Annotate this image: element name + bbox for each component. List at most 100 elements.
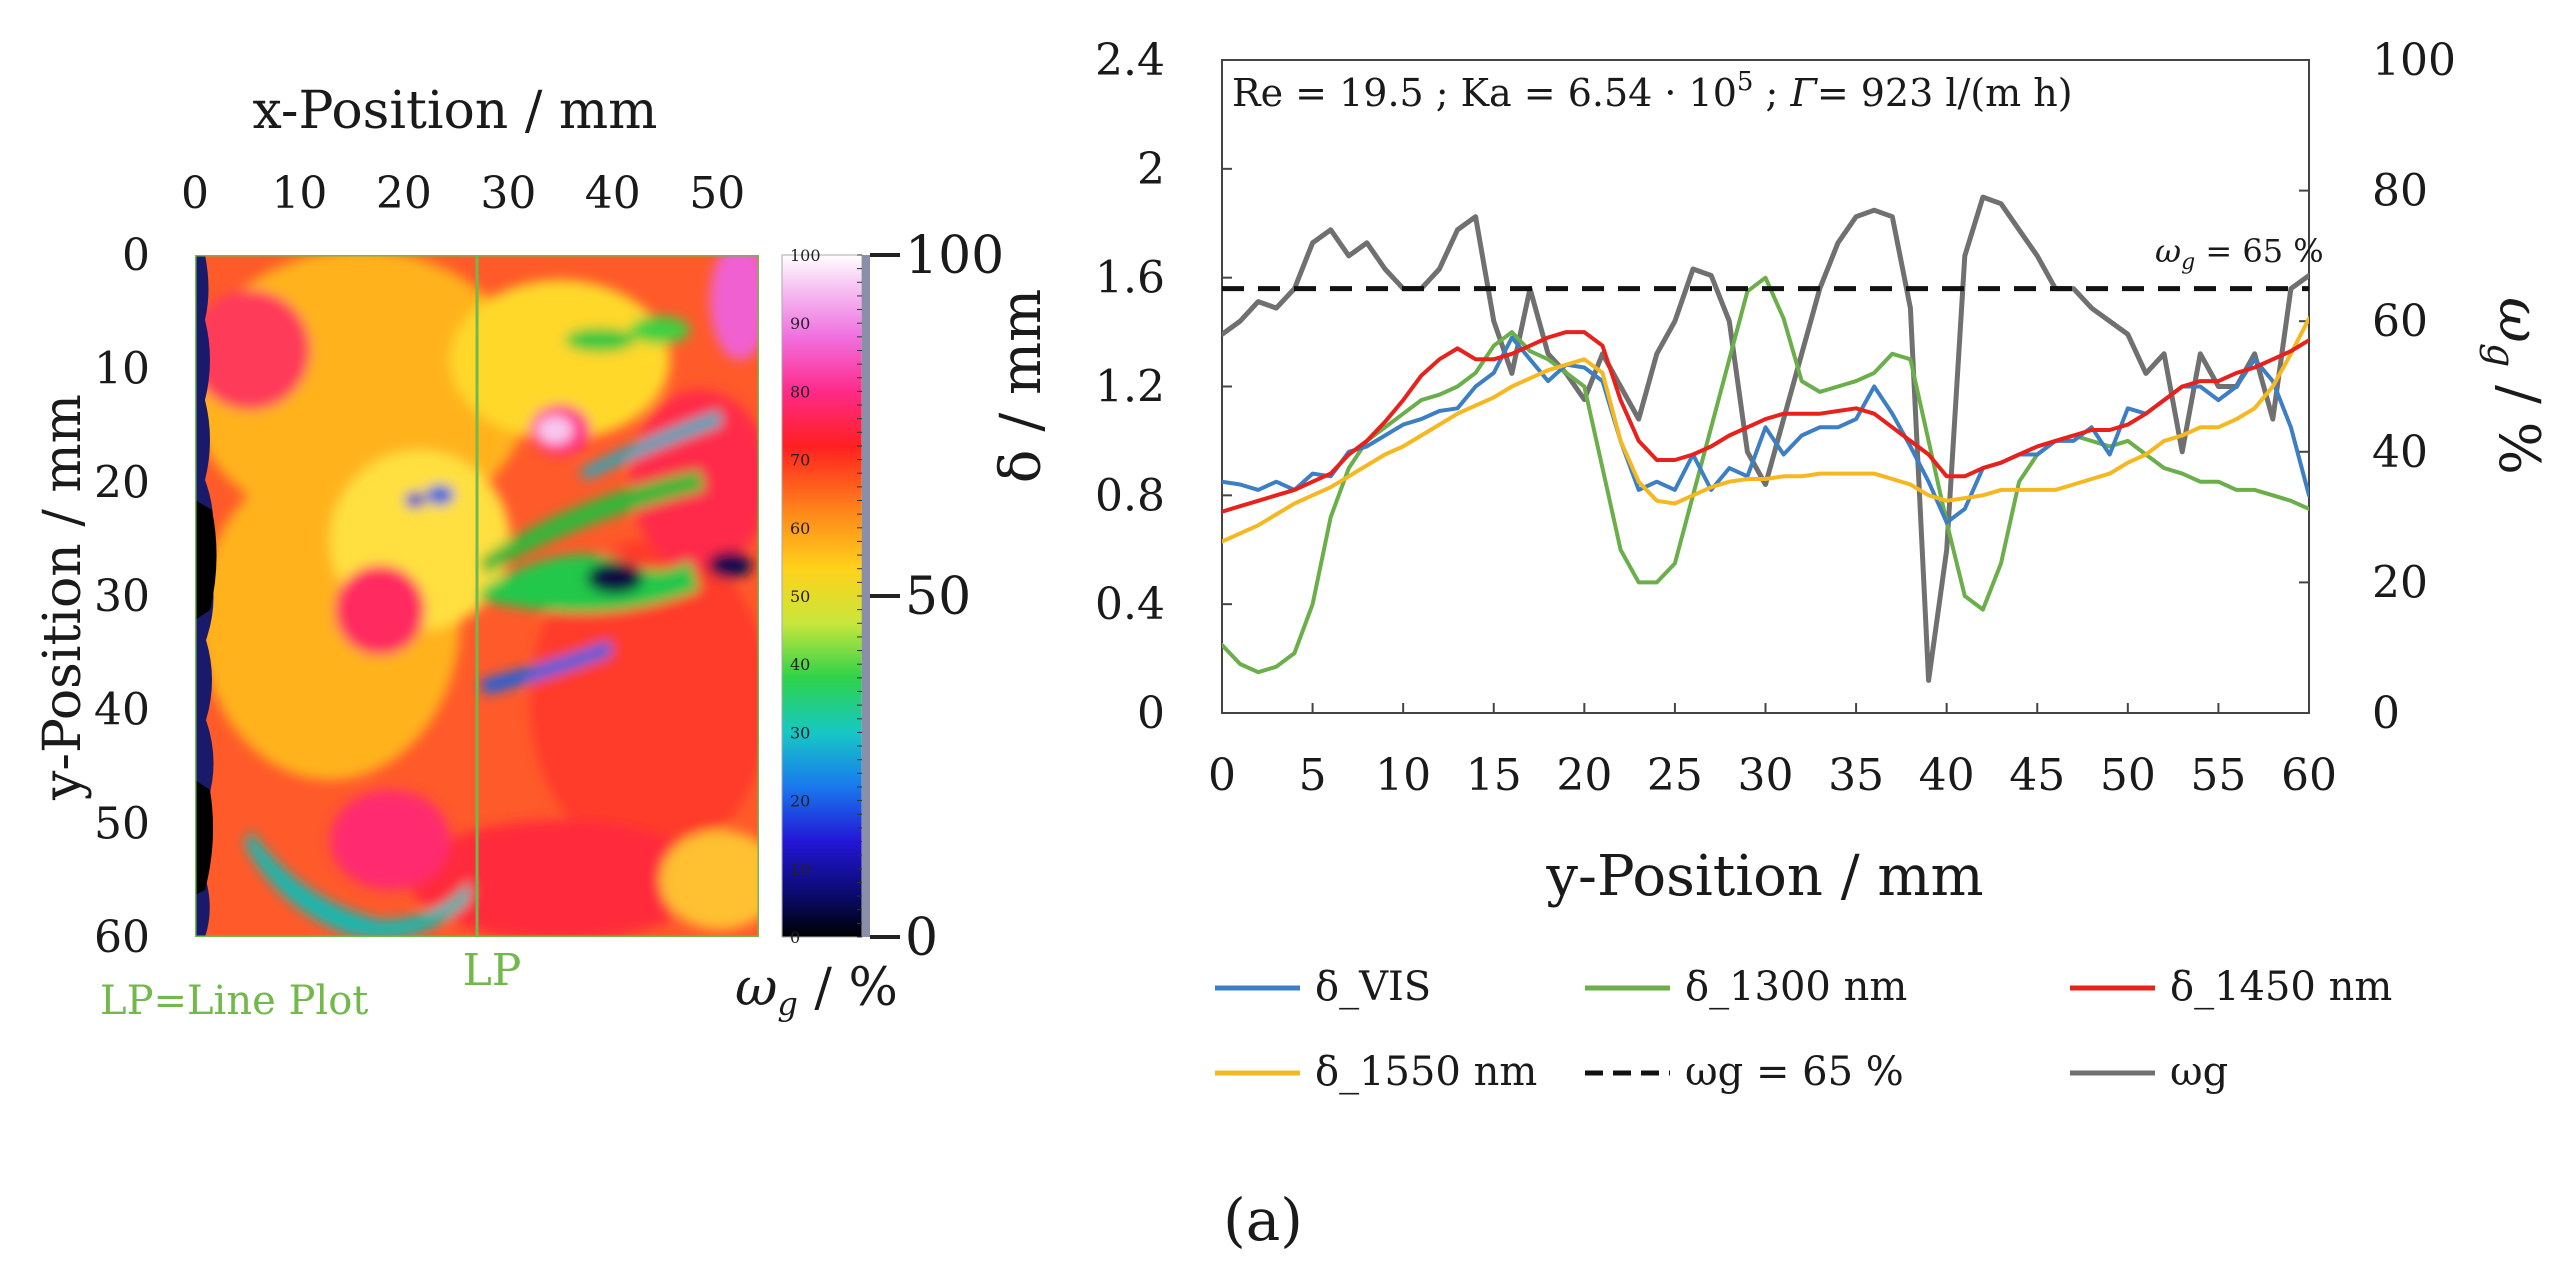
heatmap-y-ticks: 0 10 20 30 40 50 60 [94,230,150,963]
chart-x-tick: 10 [1375,750,1431,801]
heatmap-y-axis-title: y-Position / mm [33,394,93,801]
annotation-exponent: 5 [1737,67,1754,97]
annotation-sep: ; [1753,71,1790,115]
heatmap-x-tick: 30 [480,168,536,219]
legend-label-nm1550: δ_1550 nm [1315,1049,1537,1095]
y-right-unit: / % [2486,367,2551,475]
threshold-symbol: ω [2155,232,2181,270]
chart-x-tick: 25 [1647,750,1703,801]
chart-y-right-tick: 80 [2372,166,2428,217]
colorbar-small-tick: 70 [790,451,810,470]
colorbar-title-symbol: ω [735,958,777,1018]
chart-y-right-ticks: 0 20 40 60 80 100 [2299,35,2456,739]
chart-y-right-tick: 40 [2372,427,2428,478]
chart-x-tick: 50 [2100,750,2156,801]
colorbar-title-unit: / % [798,958,898,1018]
chart-x-tick: 55 [2190,750,2246,801]
heatmap-y-tick: 30 [94,571,150,622]
heatmap-y-tick: 60 [94,912,150,963]
colorbar-big-ticks: 100 50 0 [870,226,1004,968]
series-line-nm1300 [1222,275,2309,675]
chart-y-right-title: ωg / % [2479,297,2551,475]
chart-y-left-tick: 1.6 [1095,253,1165,304]
chart-y-left-tick: 0 [1137,688,1165,739]
chart-y-left-title: δ / mm [989,289,1054,483]
legend-label-wg: ωg [2170,1049,2228,1095]
colorbar-small-tick: 90 [790,314,810,333]
heatmap-y-tick: 20 [94,457,150,508]
colorbar-small-tick: 80 [790,382,810,401]
figure-caption: (a) [1223,1186,1303,1254]
y-right-sub: g [2479,343,2523,367]
annotation-gamma: Γ [1789,71,1818,115]
chart-x-axis-title: y-Position / mm [1545,844,1983,909]
legend-label-threshold: ωg = 65 % [1685,1049,1904,1095]
chart-y-left-tick: 0.8 [1095,470,1165,521]
lp-note: LP=Line Plot [100,978,368,1024]
chart-legend: δ_VIS δ_1300 nm δ_1450 nm δ_1550 nm ωg = 65 … [1215,964,2392,1095]
chart-x-tick: 0 [1208,750,1236,801]
plot-frame [1221,59,2310,714]
heatmap-y-tick: 40 [94,685,150,736]
chart-y-left-ticks: 0 0.4 0.8 1.2 1.6 2 2.4 [1095,35,1232,739]
chart-y-left-tick: 1.2 [1095,362,1165,413]
heatmap-x-axis-title: x-Position / mm [252,81,657,141]
colorbar-small-tick: 10 [790,860,810,879]
threshold-sub: g [2181,250,2195,275]
annotation-part-1: Re = 19.5 ; Ka = 6.54 · 10 [1232,71,1737,115]
colorbar-title: ωg / % [735,958,898,1023]
chart-series [1222,194,2309,683]
colorbar-small-tick: 60 [790,519,810,538]
colorbar-tick-label: 50 [905,567,971,627]
heatmap-x-tick: 10 [271,168,327,219]
heatmap-panel: x-Position / mm y-Position / mm 0 10 20 30 4… [33,81,1004,1024]
legend-label-nm1300: δ_1300 nm [1685,964,1907,1010]
threshold-value: = 65 % [2195,232,2323,270]
heatmap-y-tick: 10 [94,344,150,395]
threshold-label: ωg = 65 % [2155,232,2324,275]
line-chart: 0 5 10 15 20 25 30 35 40 45 50 55 60 00.40.81.21.622… [989,35,2551,1095]
colorbar-small-tick: 100 [790,246,821,265]
colorbar-small-tick: 50 [790,587,810,606]
heatmap-image [195,255,759,937]
chart-x-tick: 15 [1466,750,1522,801]
heatmap-y-tick: 0 [122,230,150,281]
legend-label-vis: δ_VIS [1315,964,1431,1010]
series-line-vis [1222,335,2309,525]
heatmap-x-tick: 40 [585,168,641,219]
colorbar-small-tick: 20 [790,792,810,811]
chart-x-tick: 35 [1828,750,1884,801]
series-line-wg [1222,194,2309,683]
chart-x-tick: 5 [1299,750,1327,801]
colorbar-tick-label: 100 [905,226,1004,286]
colorbar-small-tick: 40 [790,655,810,674]
chart-x-tick: 60 [2281,750,2337,801]
chart-x-tick: 45 [2009,750,2065,801]
chart-x-ticks: 0 5 10 15 20 25 30 35 40 45 50 55 60 [1208,703,2337,801]
lp-label: LP [463,945,522,996]
chart-y-right-tick: 0 [2372,688,2400,739]
chart-y-left-tick: 2.4 [1095,35,1165,86]
heatmap-x-tick: 0 [181,168,209,219]
series-line-nm1450 [1222,330,2309,514]
colorbar-title-sub: g [777,985,797,1023]
chart-y-left-tick: 2 [1137,144,1165,195]
chart-y-right-tick: 60 [2372,296,2428,347]
y-right-symbol: ω [2486,297,2551,343]
chart-y-right-tick: 100 [2372,35,2456,86]
heatmap-x-tick: 20 [376,168,432,219]
heatmap-y-tick: 50 [94,798,150,849]
chart-x-tick: 20 [1556,750,1612,801]
heatmap-x-ticks: 0 10 20 30 40 50 [181,168,745,219]
colorbar-small-tick: 30 [790,723,810,742]
chart-x-tick: 40 [1919,750,1975,801]
chart-annotation: Re = 19.5 ; Ka = 6.54 · 105 ; Γ= 923 l/(… [1232,67,2073,115]
series-line-nm1550 [1222,316,2309,544]
chart-x-tick: 30 [1738,750,1794,801]
chart-y-left-tick: 0.4 [1095,579,1165,630]
heatmap-x-tick: 50 [689,168,745,219]
chart-y-right-tick: 20 [2372,557,2428,608]
